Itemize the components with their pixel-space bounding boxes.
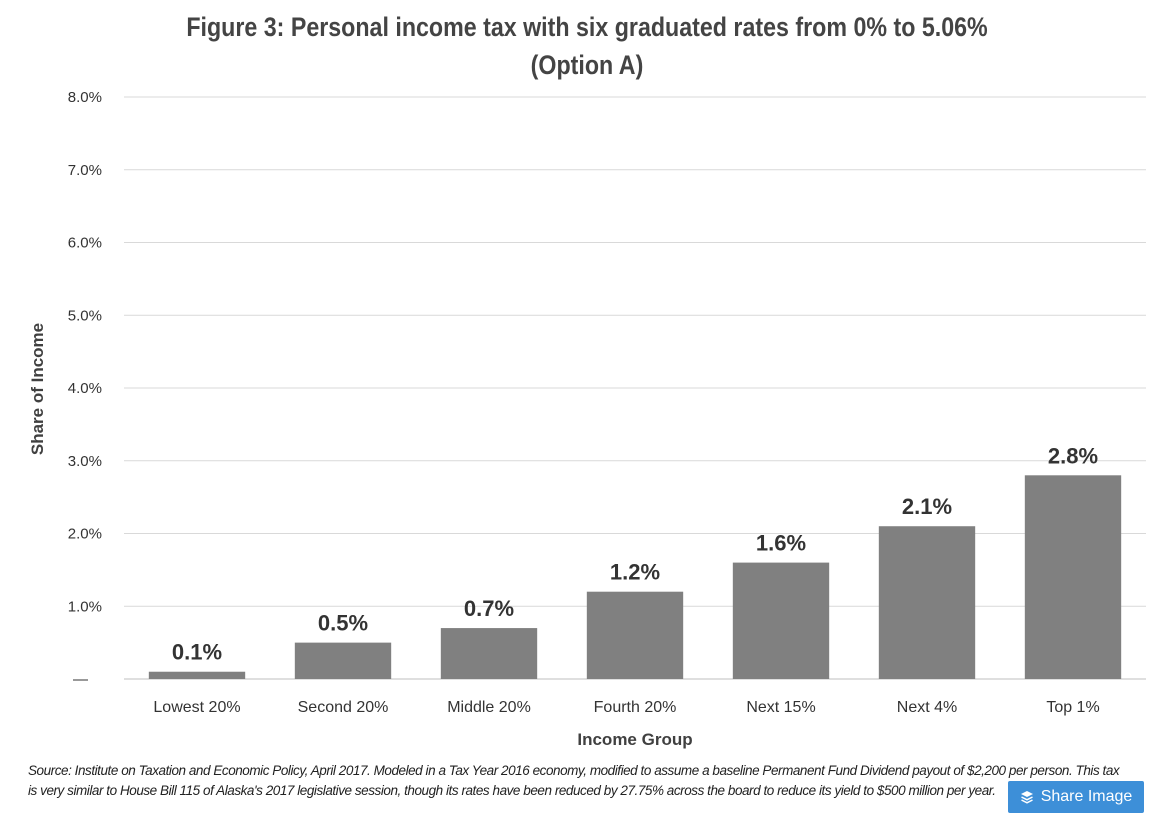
data-label: 0.5% bbox=[318, 611, 368, 636]
bar bbox=[148, 671, 246, 679]
share-image-button[interactable]: Share Image bbox=[1008, 781, 1144, 813]
bar bbox=[294, 642, 392, 679]
source-note-line-1: Source: Institute on Taxation and Econom… bbox=[28, 763, 1120, 778]
data-label: 1.2% bbox=[610, 560, 660, 585]
x-tick-label: Next 4% bbox=[897, 699, 957, 716]
bars bbox=[148, 475, 1122, 679]
data-label: 0.7% bbox=[464, 596, 514, 621]
y-tick-label: 8.0% bbox=[68, 89, 102, 106]
chart-title: Figure 3: Personal income tax with six g… bbox=[0, 8, 1174, 84]
x-tick-label: Next 15% bbox=[746, 699, 815, 716]
y-tick-label: 3.0% bbox=[68, 453, 102, 470]
bar bbox=[878, 526, 976, 679]
y-tick-label: 7.0% bbox=[68, 162, 102, 179]
y-axis-title: Share of Income bbox=[28, 323, 47, 455]
x-tick-label: Lowest 20% bbox=[153, 699, 240, 716]
source-note: Source: Institute on Taxation and Econom… bbox=[28, 761, 1148, 801]
bar-chart: —1.0%2.0%3.0%4.0%5.0%6.0%7.0%8.0% 0.1%0.… bbox=[28, 89, 1146, 749]
bar bbox=[586, 591, 684, 679]
source-note-line-2: is very similar to House Bill 115 of Ala… bbox=[28, 783, 996, 798]
data-label: 2.8% bbox=[1048, 443, 1098, 468]
data-label: 1.6% bbox=[756, 531, 806, 556]
y-tick-label: 5.0% bbox=[68, 307, 102, 324]
y-tick-label: 4.0% bbox=[68, 380, 102, 397]
chart-title-line-1: Figure 3: Personal income tax with six g… bbox=[186, 12, 988, 42]
chart-title-line-2: (Option A) bbox=[530, 50, 644, 80]
data-label: 2.1% bbox=[902, 494, 952, 519]
share-image-label: Share Image bbox=[1040, 788, 1133, 805]
bar bbox=[1024, 475, 1122, 679]
data-labels: 0.1% 0.5% 0.7% 1.2% 1.6% 2.1% 2.8% bbox=[172, 443, 1098, 664]
x-axis-title: Income Group bbox=[577, 730, 692, 749]
bar bbox=[732, 562, 830, 679]
data-label: 0.1% bbox=[172, 640, 222, 665]
layers-icon bbox=[1020, 790, 1034, 804]
y-tick-label: 1.0% bbox=[68, 598, 102, 615]
x-axis-tick-labels: Lowest 20% Second 20% Middle 20% Fourth 20%… bbox=[153, 699, 1099, 716]
x-tick-label: Top 1% bbox=[1046, 699, 1099, 716]
x-tick-label: Middle 20% bbox=[447, 699, 531, 716]
y-tick-label: 6.0% bbox=[68, 235, 102, 252]
y-axis-tick-labels: — 1.0% 2.0% 3.0% 4.0% 5.0% 6.0% 7.0% 8.0% bbox=[68, 89, 102, 688]
bar bbox=[440, 628, 538, 679]
y-tick-label: — bbox=[73, 671, 88, 688]
gridlines bbox=[124, 96, 1146, 680]
x-tick-label: Fourth 20% bbox=[594, 699, 677, 716]
x-tick-label: Second 20% bbox=[298, 699, 389, 716]
y-tick-label: 2.0% bbox=[68, 526, 102, 543]
